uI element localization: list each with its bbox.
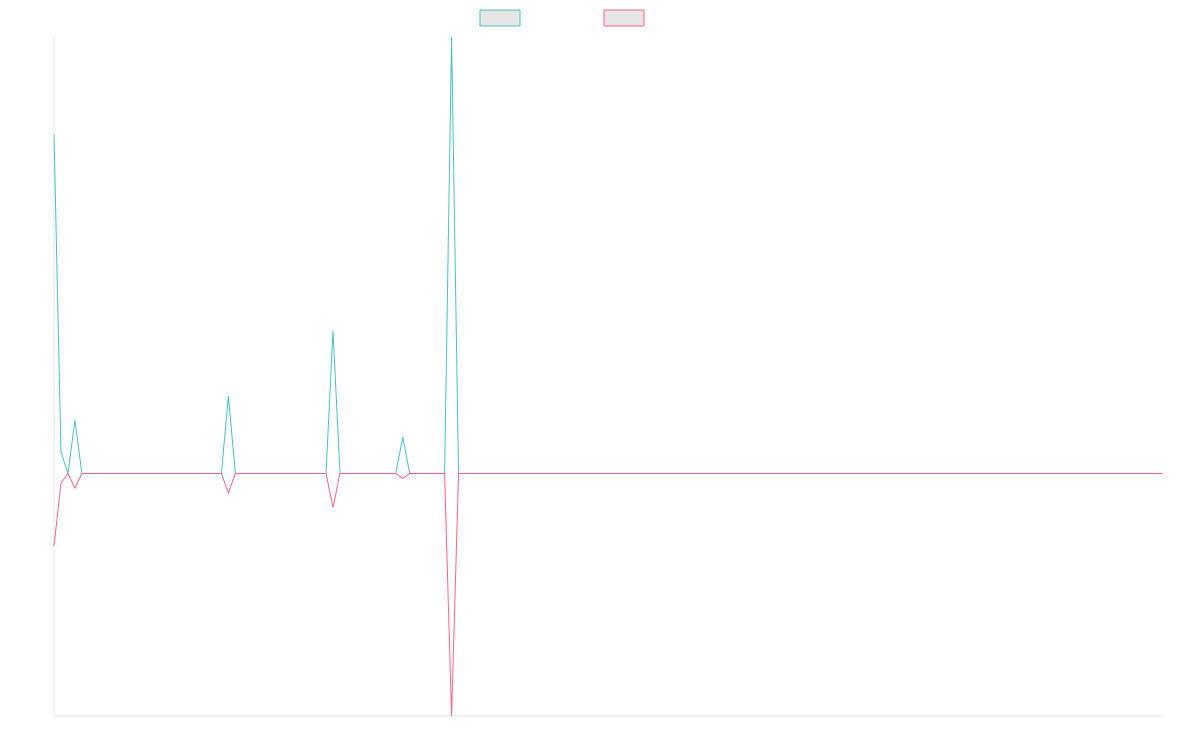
series-line-1 — [53, 36, 1163, 474]
legend-swatch-1 — [479, 9, 521, 27]
legend-item-2[interactable] — [603, 9, 645, 27]
legend-item-1[interactable] — [479, 9, 521, 27]
chart-legend — [479, 9, 645, 27]
series-line-2 — [53, 472, 1163, 717]
legend-swatch-2 — [603, 9, 645, 27]
chart-axes — [53, 37, 1163, 717]
series-layer — [53, 36, 1163, 717]
